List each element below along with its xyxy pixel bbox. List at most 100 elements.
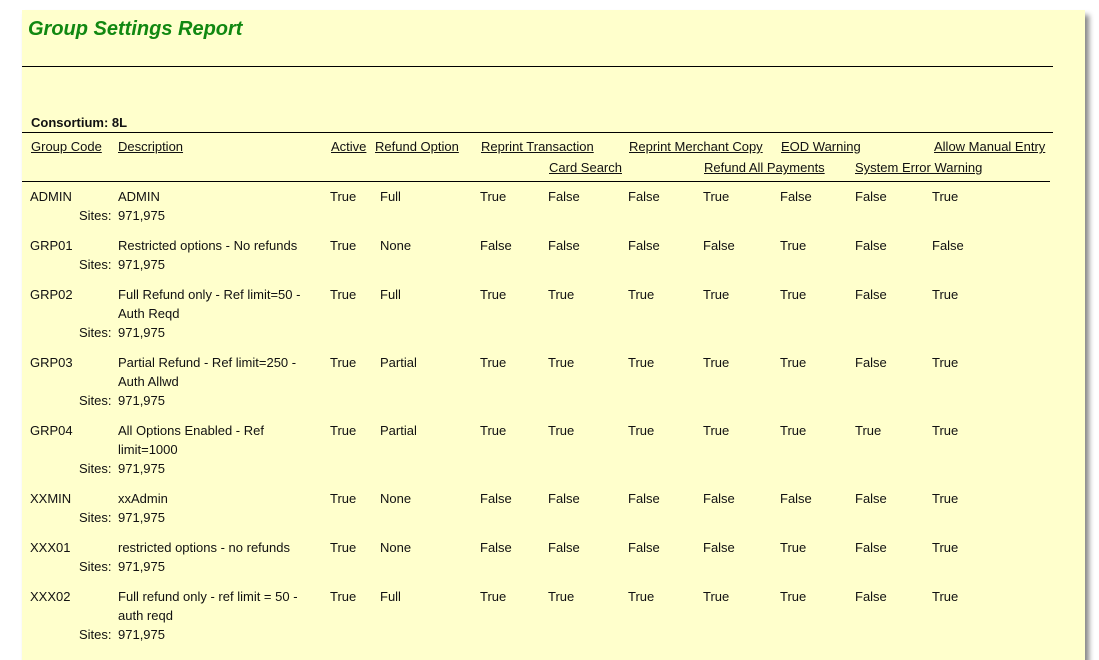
- sites-label: Sites:: [79, 627, 112, 642]
- header-refund-all-payments[interactable]: Refund All Payments: [704, 160, 825, 175]
- page-title: Group Settings Report: [28, 18, 243, 40]
- refund-option-value: None: [380, 540, 412, 555]
- header-reprint-merchant-copy[interactable]: Reprint Merchant Copy: [629, 139, 763, 154]
- sites-label: Sites:: [79, 461, 112, 476]
- table-row: ADMIN ADMIN True Full True False False True Fals…: [22, 182, 1085, 225]
- card-search-value: True: [548, 423, 575, 438]
- allow-manual-entry-value: False: [932, 238, 964, 253]
- table-row: GRP01 Restricted options - No refunds True…: [22, 231, 1085, 274]
- table-row: GRP03 Partial Refund - Ref limit=250 - Au…: [22, 348, 1085, 410]
- eod-warning-value: True: [780, 355, 807, 370]
- header-system-error-warning[interactable]: System Error Warning: [855, 160, 983, 175]
- sites-label: Sites:: [79, 208, 112, 223]
- card-search-value: False: [548, 238, 580, 253]
- sites-label: Sites:: [79, 510, 112, 525]
- card-search-value: True: [548, 287, 575, 302]
- allow-manual-entry-value: True: [932, 491, 959, 506]
- group-code: GRP04: [30, 423, 73, 438]
- reprint-transaction-value: True: [480, 355, 507, 370]
- refund-all-payments-value: True: [703, 423, 730, 438]
- reprint-transaction-value: True: [480, 189, 507, 204]
- sites-label: Sites:: [79, 559, 112, 574]
- active-value: True: [330, 238, 357, 253]
- header-refund-option[interactable]: Refund Option: [375, 139, 459, 154]
- active-value: True: [330, 355, 357, 370]
- header-card-search[interactable]: Card Search: [549, 160, 622, 175]
- system-error-warning-value: True: [855, 423, 882, 438]
- refund-all-payments-value: True: [703, 189, 730, 204]
- sites-line: Sites: 971,975: [22, 323, 1085, 342]
- active-value: True: [330, 189, 357, 204]
- header-group-code[interactable]: Group Code: [31, 139, 102, 154]
- table-row: GRP02 Full Refund only - Ref limit=50 - A…: [22, 280, 1085, 342]
- group-code: GRP02: [30, 287, 73, 302]
- description: Restricted options - No refunds: [118, 238, 298, 253]
- refund-option-value: None: [380, 238, 412, 253]
- divider: [22, 181, 1050, 182]
- eod-warning-value: True: [780, 238, 807, 253]
- sites-label: Sites:: [79, 257, 112, 272]
- report-header: Group Settings Report Consortium: 8L Gro…: [22, 10, 1085, 182]
- reprint-transaction-value: True: [480, 287, 507, 302]
- sites-value: 971,975: [118, 510, 165, 525]
- group-code: XXX01: [30, 540, 71, 555]
- refund-option-value: Full: [380, 189, 401, 204]
- report-panel: Group Settings Report Consortium: 8L Gro…: [22, 10, 1085, 660]
- active-value: True: [330, 287, 357, 302]
- reprint-transaction-value: False: [480, 238, 512, 253]
- reprint-transaction-value: True: [480, 589, 507, 604]
- group-code: XXMIN: [30, 491, 72, 506]
- system-error-warning-value: False: [855, 189, 887, 204]
- sites-value: 971,975: [118, 393, 165, 408]
- header-description[interactable]: Description: [118, 139, 184, 154]
- sites-line: Sites: 971,975: [22, 206, 1085, 225]
- table-row: XXMIN xxAdmin True None False False False False…: [22, 484, 1085, 527]
- description: restricted options - no refunds: [118, 540, 290, 555]
- refund-option-value: Partial: [380, 355, 417, 370]
- reprint-transaction-value: False: [480, 491, 512, 506]
- card-search-value: False: [548, 189, 580, 204]
- header-active[interactable]: Active: [331, 139, 367, 154]
- card-search-value: True: [548, 355, 575, 370]
- allow-manual-entry-value: True: [932, 287, 959, 302]
- reprint-merchant-copy-value: True: [628, 287, 655, 302]
- eod-warning-value: False: [780, 189, 812, 204]
- active-value: True: [330, 589, 357, 604]
- system-error-warning-value: False: [855, 589, 887, 604]
- reprint-transaction-value: False: [480, 540, 512, 555]
- sites-line: Sites: 971,975: [22, 508, 1085, 527]
- report-rows: ADMIN ADMIN True Full True False False True Fals…: [22, 182, 1085, 644]
- table-row: XXX02 Full refund only - ref limit = 50 -…: [22, 582, 1085, 644]
- refund-all-payments-value: False: [703, 491, 735, 506]
- allow-manual-entry-value: True: [932, 423, 959, 438]
- divider: [22, 66, 1053, 67]
- header-reprint-transaction[interactable]: Reprint Transaction: [481, 139, 594, 154]
- reprint-merchant-copy-value: False: [628, 189, 660, 204]
- sites-value: 971,975: [118, 325, 165, 340]
- system-error-warning-value: False: [855, 287, 887, 302]
- sites-value: 971,975: [118, 257, 165, 272]
- reprint-merchant-copy-value: False: [628, 491, 660, 506]
- refund-option-value: Full: [380, 589, 401, 604]
- refund-all-payments-value: True: [703, 355, 730, 370]
- divider: [22, 132, 1053, 133]
- eod-warning-value: True: [780, 589, 807, 604]
- refund-all-payments-value: True: [703, 287, 730, 302]
- reprint-merchant-copy-value: False: [628, 540, 660, 555]
- active-value: True: [330, 423, 357, 438]
- refund-option-value: Full: [380, 287, 401, 302]
- active-value: True: [330, 491, 357, 506]
- eod-warning-value: True: [780, 540, 807, 555]
- allow-manual-entry-value: True: [932, 189, 959, 204]
- group-code: GRP03: [30, 355, 73, 370]
- sites-value: 971,975: [118, 627, 165, 642]
- header-allow-manual-entry[interactable]: Allow Manual Entry: [934, 139, 1046, 154]
- reprint-merchant-copy-value: True: [628, 589, 655, 604]
- eod-warning-value: True: [780, 287, 807, 302]
- sites-line: Sites: 971,975: [22, 391, 1085, 410]
- description: Partial Refund - Ref limit=250 - Auth Al…: [118, 355, 297, 389]
- card-search-value: True: [548, 589, 575, 604]
- header-eod-warning[interactable]: EOD Warning: [781, 139, 861, 154]
- description: Full refund only - ref limit = 50 - auth…: [118, 589, 298, 623]
- system-error-warning-value: False: [855, 540, 887, 555]
